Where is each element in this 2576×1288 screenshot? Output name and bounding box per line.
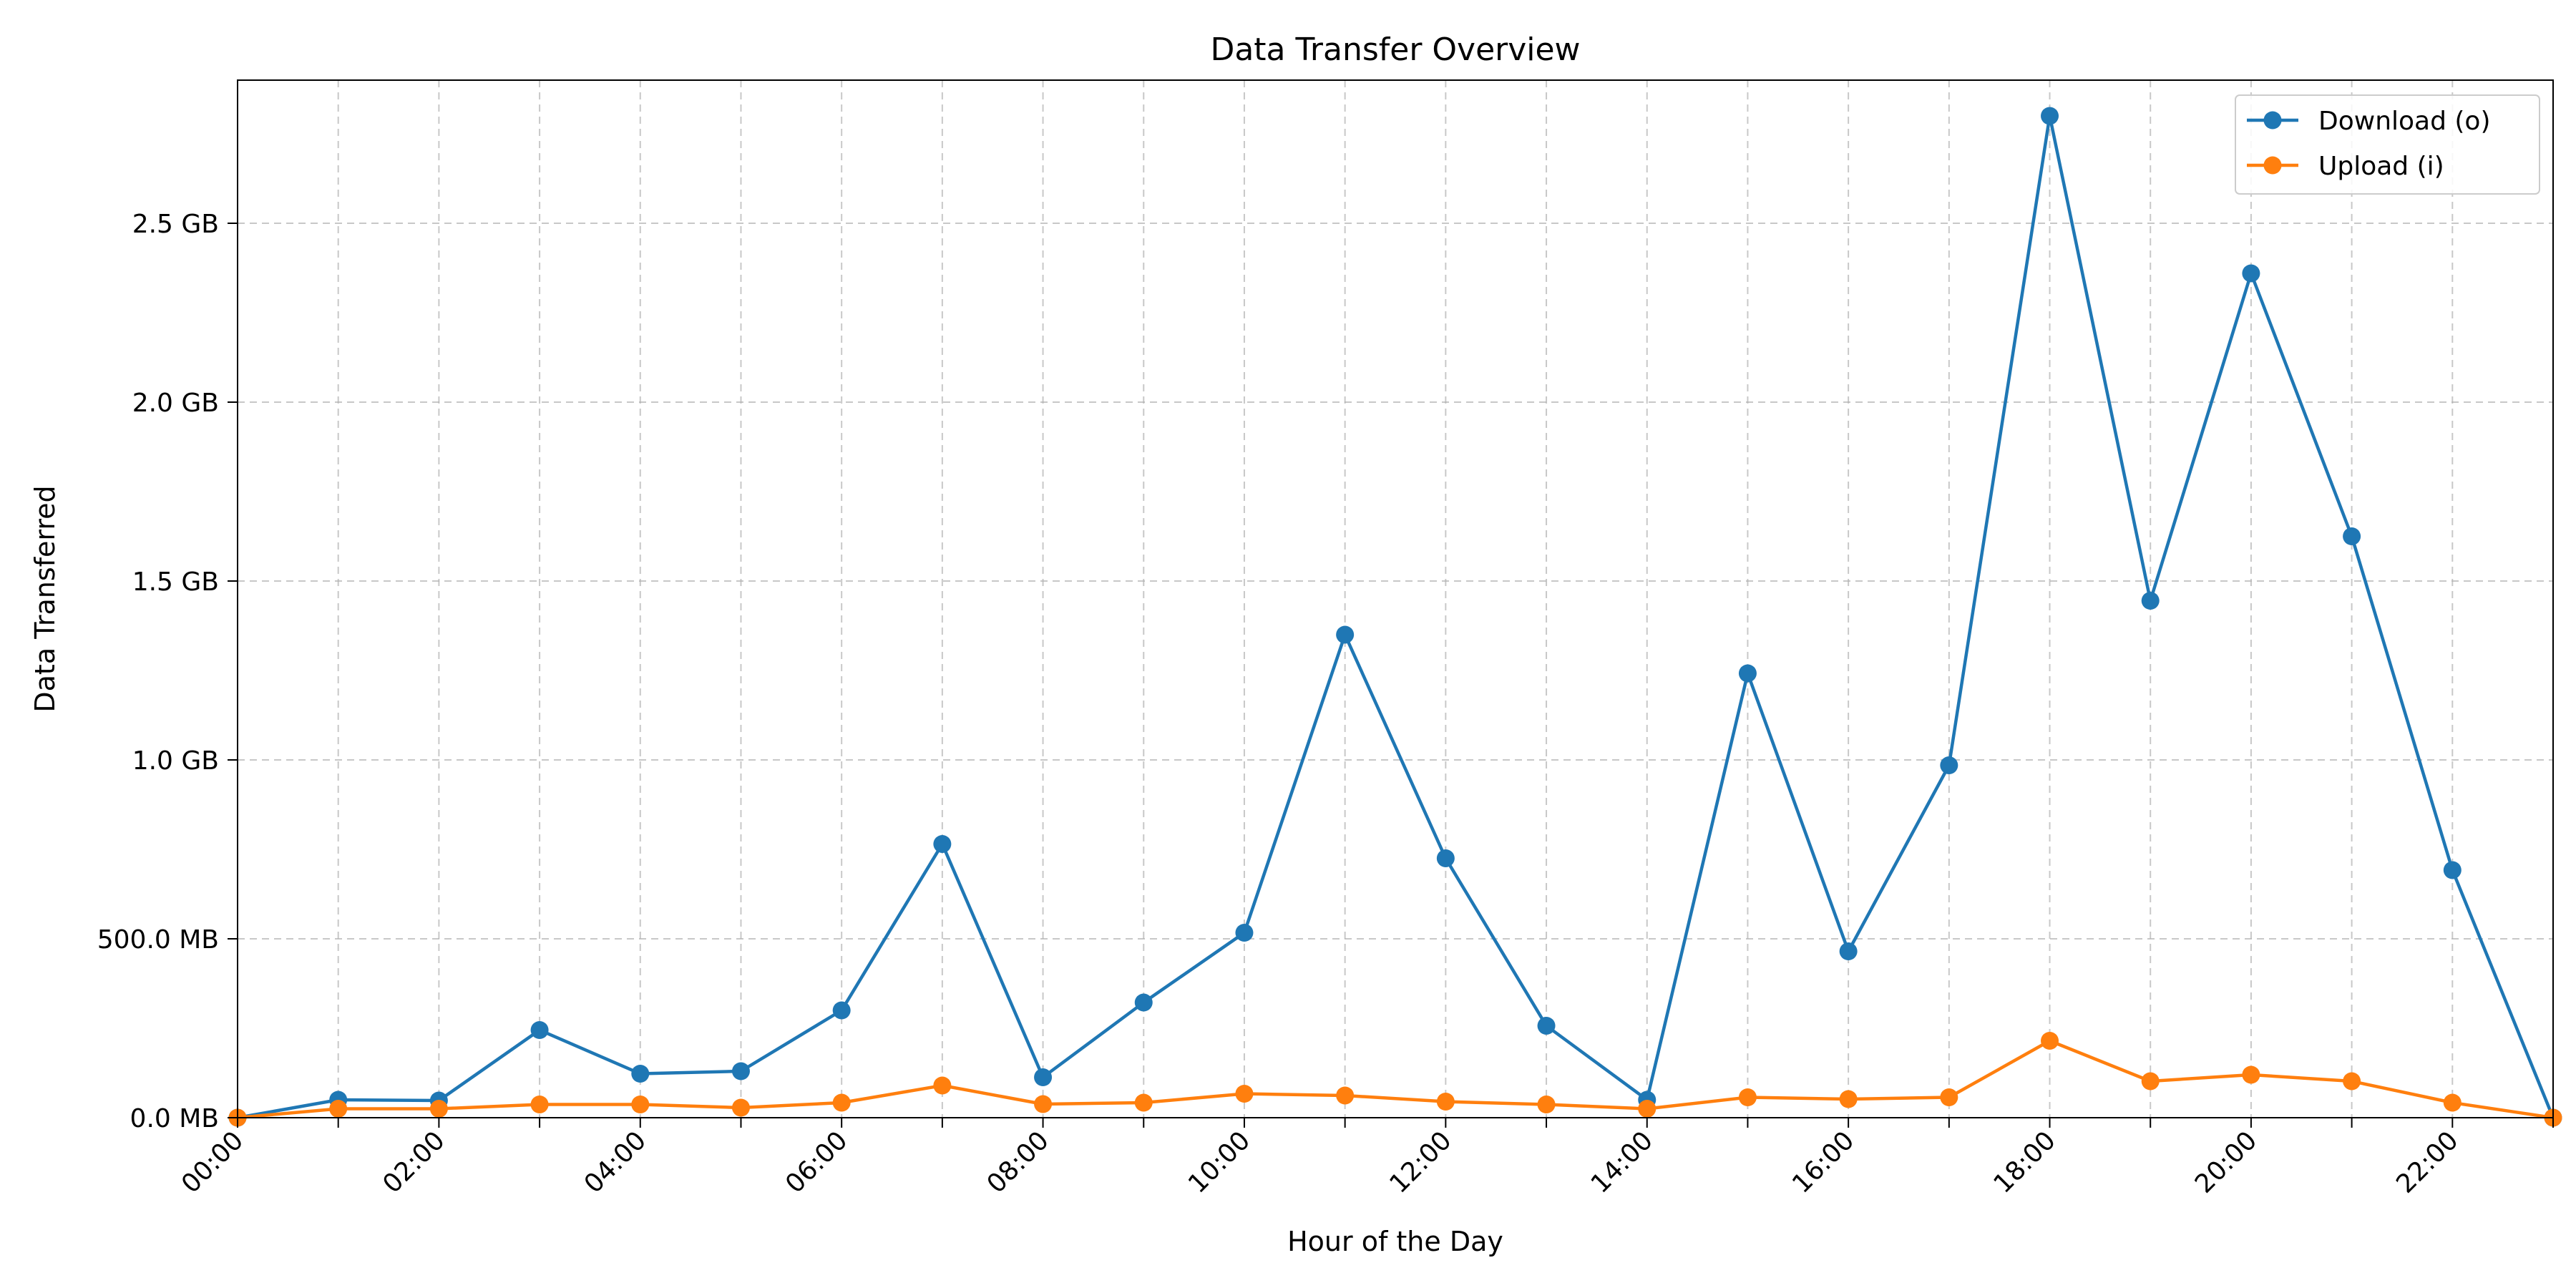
series-line (237, 114, 2555, 1120)
data-point (329, 1100, 348, 1118)
data-point (933, 835, 952, 853)
legend-label: Upload (i) (2318, 152, 2444, 181)
data-point (1436, 849, 1455, 867)
data-point (1537, 1096, 1556, 1113)
data-point (1940, 756, 1958, 774)
plot-series (228, 107, 2562, 1127)
y-axis-label: Data Transferred (29, 485, 61, 712)
y-tick-label: 1.5 GB (132, 567, 219, 597)
data-point (1235, 924, 1254, 942)
grid (237, 80, 2554, 1118)
data-point (832, 1001, 851, 1020)
data-point (1235, 1085, 1254, 1103)
legend-label: Download (o) (2318, 107, 2491, 136)
data-point (1034, 1095, 1053, 1113)
data-point (1134, 1093, 1153, 1112)
data-point (2443, 1093, 2462, 1112)
data-point (1336, 625, 1355, 644)
legend-box (2235, 94, 2540, 195)
chart-title: Data Transfer Overview (1210, 31, 1580, 68)
data-point (2041, 107, 2059, 125)
axes-frame (237, 79, 2554, 1118)
legend-marker (2263, 156, 2282, 175)
data-point (731, 1062, 750, 1080)
data-point (731, 1098, 750, 1117)
data-point (2343, 1072, 2361, 1091)
legend-item-download: Download (o) (2247, 107, 2491, 136)
data-point (631, 1065, 650, 1083)
data-point (1537, 1017, 1556, 1035)
data-point (1738, 664, 1757, 683)
data-point (2242, 1065, 2260, 1084)
data-point (1034, 1068, 1053, 1086)
data-point (1436, 1093, 1455, 1111)
series-line (237, 1039, 2554, 1120)
legend-marker (2263, 111, 2282, 130)
data-point (2041, 1032, 2059, 1050)
data-point (2242, 264, 2260, 283)
x-axis-label: Hour of the Day (1287, 1226, 1503, 1257)
data-point (530, 1021, 549, 1039)
data-point (1940, 1088, 1958, 1106)
data-point (1738, 1088, 1757, 1106)
data-point (832, 1093, 851, 1112)
y-tick-label: 1.0 GB (132, 746, 219, 776)
series-upload (228, 1032, 2562, 1127)
data-point (2141, 1072, 2160, 1091)
data-point (1638, 1100, 1657, 1118)
legend-item-upload: Upload (i) (2247, 152, 2444, 181)
data-point (933, 1076, 952, 1095)
data-point (1134, 993, 1153, 1012)
data-point (1839, 942, 1858, 960)
data-point (1336, 1086, 1355, 1105)
legend: Download (o) Upload (i) (2235, 94, 2540, 195)
y-tick-label: 500.0 MB (97, 925, 219, 955)
data-point (2443, 861, 2462, 879)
data-point (530, 1096, 549, 1113)
data-point (2141, 592, 2160, 610)
y-tick-label: 0.0 MB (130, 1104, 219, 1133)
data-point (429, 1100, 448, 1118)
y-tick-label: 2.0 GB (132, 389, 219, 418)
data-point (631, 1096, 650, 1113)
data-point (2343, 527, 2361, 545)
y-tick-label: 2.5 GB (132, 210, 219, 239)
data-point (1839, 1090, 1858, 1108)
